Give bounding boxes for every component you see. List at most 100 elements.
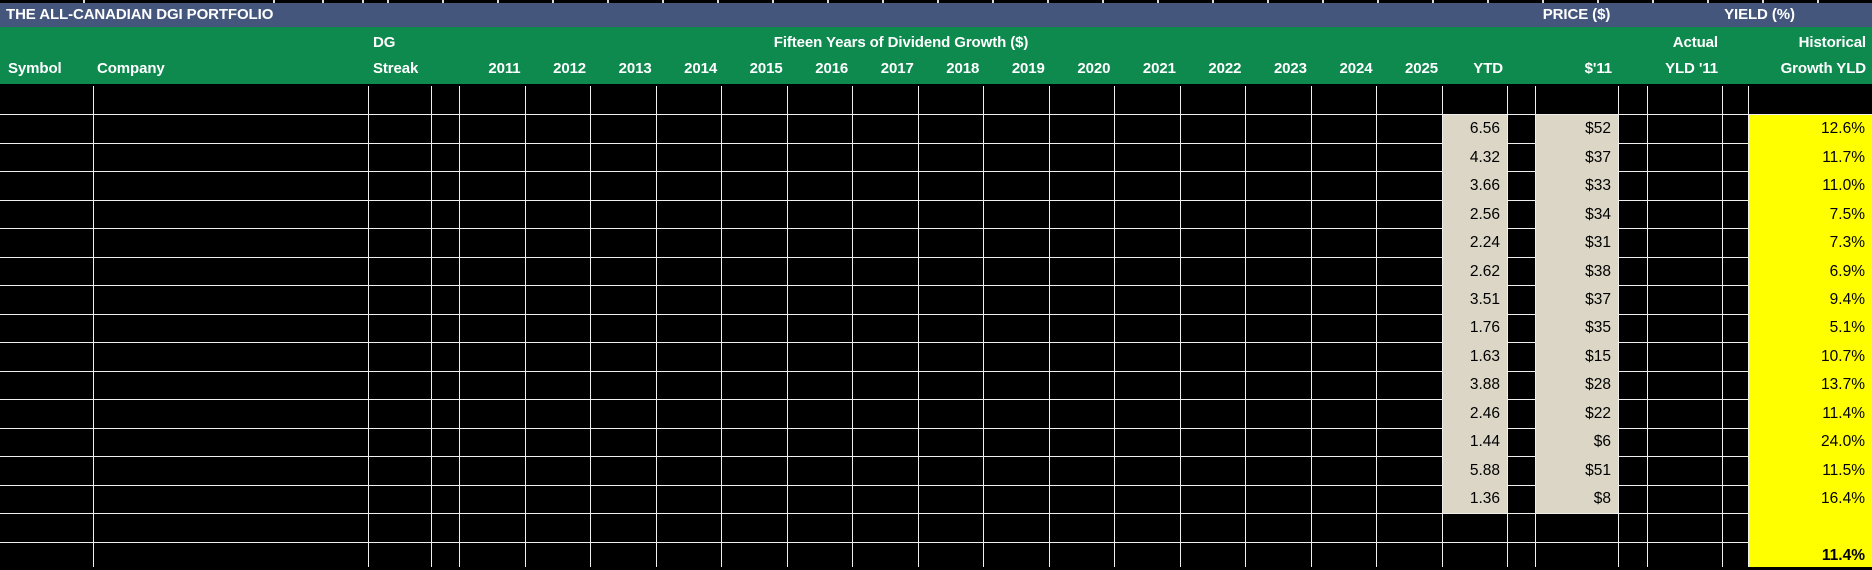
redacted-cell[interactable] (524, 313, 591, 343)
redacted-cell[interactable] (524, 342, 591, 371)
redacted-cell[interactable] (431, 313, 459, 343)
redacted-cell[interactable] (1618, 285, 1647, 314)
redacted-cell[interactable] (459, 541, 525, 570)
redacted-cell[interactable] (1310, 313, 1377, 343)
redacted-cell[interactable] (1647, 399, 1722, 428)
redacted-cell[interactable] (721, 484, 787, 514)
redacted-cell[interactable] (1114, 256, 1180, 286)
redacted-cell[interactable] (524, 370, 591, 400)
redacted-cell[interactable] (1618, 427, 1647, 457)
redacted-cell[interactable] (655, 285, 722, 314)
growth_yld-value-cell[interactable] (1748, 86, 1872, 115)
actual-yield-column-header-line2[interactable]: YLD '11 (1665, 60, 1718, 77)
redacted-cell[interactable] (1048, 199, 1115, 229)
redacted-cell[interactable] (368, 370, 431, 400)
redacted-cell[interactable] (0, 285, 93, 314)
redacted-cell[interactable] (459, 285, 525, 314)
redacted-cell[interactable] (852, 199, 918, 229)
redacted-cell[interactable] (368, 456, 431, 485)
redacted-cell[interactable] (786, 513, 853, 542)
redacted-cell[interactable] (431, 342, 459, 371)
redacted-cell[interactable] (368, 427, 431, 457)
redacted-cell[interactable] (1179, 142, 1246, 172)
redacted-cell[interactable] (786, 228, 853, 257)
redacted-cell[interactable] (368, 513, 431, 542)
ytd-value-cell[interactable]: 5.88 (1442, 456, 1507, 485)
redacted-cell[interactable] (1507, 285, 1535, 314)
redacted-cell[interactable] (0, 342, 93, 371)
redacted-cell[interactable] (1376, 342, 1442, 371)
redacted-cell[interactable] (1048, 114, 1115, 143)
redacted-cell[interactable] (852, 456, 918, 485)
year-column-header[interactable]: 2019 (1011, 60, 1045, 77)
redacted-cell[interactable] (1245, 427, 1311, 457)
redacted-cell[interactable] (524, 399, 591, 428)
redacted-cell[interactable] (1310, 370, 1377, 400)
redacted-cell[interactable] (1507, 142, 1535, 172)
redacted-cell[interactable] (459, 171, 525, 200)
redacted-cell[interactable] (721, 399, 787, 428)
redacted-cell[interactable] (459, 399, 525, 428)
redacted-cell[interactable] (368, 142, 431, 172)
redacted-cell[interactable] (0, 171, 93, 200)
redacted-cell[interactable] (1618, 484, 1647, 514)
redacted-cell[interactable] (0, 427, 93, 457)
redacted-cell[interactable] (1310, 456, 1377, 485)
price_11-value-cell[interactable] (1535, 86, 1618, 115)
redacted-cell[interactable] (1618, 142, 1647, 172)
redacted-cell[interactable] (1507, 484, 1535, 514)
redacted-cell[interactable] (655, 484, 722, 514)
redacted-cell[interactable] (1048, 427, 1115, 457)
redacted-cell[interactable] (1376, 541, 1442, 570)
redacted-cell[interactable] (721, 114, 787, 143)
redacted-cell[interactable] (524, 513, 591, 542)
redacted-cell[interactable] (655, 541, 722, 570)
price_11-value-cell[interactable]: $37 (1535, 142, 1618, 172)
redacted-cell[interactable] (93, 228, 368, 257)
redacted-cell[interactable] (93, 456, 368, 485)
redacted-cell[interactable] (1507, 427, 1535, 457)
redacted-cell[interactable] (431, 456, 459, 485)
page-title[interactable]: THE ALL-CANADIAN DGI PORTFOLIO (6, 6, 274, 23)
redacted-cell[interactable] (1376, 228, 1442, 257)
redacted-cell[interactable] (524, 456, 591, 485)
redacted-cell[interactable] (1179, 484, 1246, 514)
redacted-cell[interactable] (1618, 171, 1647, 200)
redacted-cell[interactable] (1647, 342, 1722, 371)
redacted-cell[interactable] (1114, 541, 1180, 570)
redacted-cell[interactable] (524, 228, 591, 257)
company-column-header[interactable]: Company (97, 60, 165, 77)
redacted-cell[interactable] (786, 427, 853, 457)
redacted-cell[interactable] (590, 199, 656, 229)
redacted-cell[interactable] (368, 342, 431, 371)
price_11-value-cell[interactable] (1535, 541, 1618, 570)
redacted-cell[interactable] (1245, 171, 1311, 200)
redacted-cell[interactable] (1376, 199, 1442, 229)
redacted-cell[interactable] (1310, 86, 1377, 115)
redacted-cell[interactable] (786, 114, 853, 143)
dg-streak-column-header-line1[interactable]: DG (373, 34, 396, 51)
redacted-cell[interactable] (1114, 285, 1180, 314)
redacted-cell[interactable] (524, 541, 591, 570)
redacted-cell[interactable] (1048, 456, 1115, 485)
redacted-cell[interactable] (1114, 199, 1180, 229)
growth_yld-value-cell[interactable]: 24.0% (1748, 427, 1872, 457)
redacted-cell[interactable] (917, 256, 984, 286)
redacted-cell[interactable] (852, 142, 918, 172)
redacted-cell[interactable] (1310, 199, 1377, 229)
redacted-cell[interactable] (590, 171, 656, 200)
redacted-cell[interactable] (721, 370, 787, 400)
redacted-cell[interactable] (1507, 342, 1535, 371)
redacted-cell[interactable] (917, 427, 984, 457)
redacted-cell[interactable] (983, 313, 1049, 343)
redacted-cell[interactable] (917, 342, 984, 371)
redacted-cell[interactable] (1245, 199, 1311, 229)
redacted-cell[interactable] (1179, 456, 1246, 485)
redacted-cell[interactable] (93, 313, 368, 343)
ytd-value-cell[interactable]: 2.56 (1442, 199, 1507, 229)
price_11-value-cell[interactable]: $22 (1535, 399, 1618, 428)
redacted-cell[interactable] (459, 427, 525, 457)
ytd-value-cell[interactable]: 1.76 (1442, 313, 1507, 343)
redacted-cell[interactable] (1376, 142, 1442, 172)
redacted-cell[interactable] (1114, 399, 1180, 428)
